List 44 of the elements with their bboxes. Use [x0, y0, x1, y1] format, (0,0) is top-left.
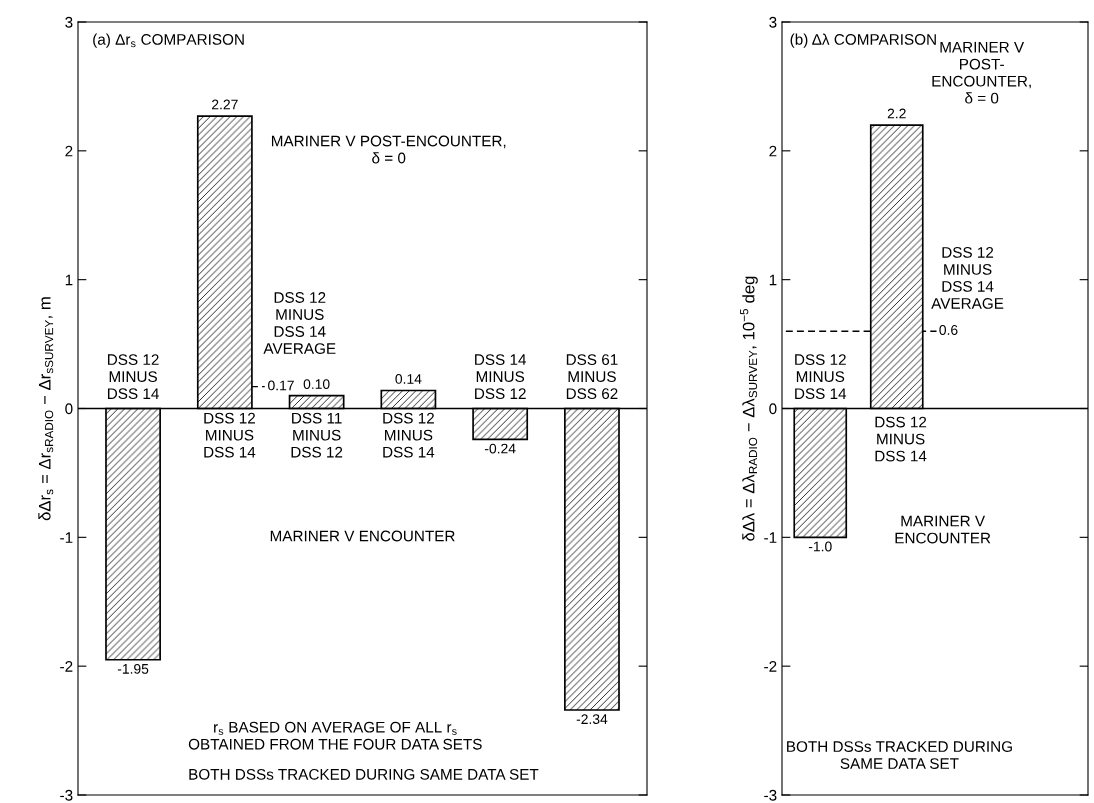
y-tick-label: -3 [60, 789, 73, 801]
data-label: -0.24 [484, 443, 516, 454]
annotation: DSS 12 MINUS DSS 14 [204, 412, 256, 458]
y-tick-label: 0 [65, 403, 73, 415]
y-tick-label: -1 [60, 532, 73, 543]
y-tick-label: 1 [769, 274, 777, 286]
data-label: 2.27 [212, 99, 238, 110]
text: (a) Δr$_{s}$ COMPARISON [93, 33, 244, 48]
data-label: -1.95 [117, 663, 149, 674]
data-label: 2.2 [887, 108, 906, 119]
annotation: DSS 12 MINUS DSS 14 AVERAGE [931, 247, 1004, 309]
y-tick-label: 2 [769, 145, 777, 157]
y-tick-label: 3 [769, 16, 777, 28]
annotation: DSS 14 MINUS DSS 12 [475, 354, 527, 400]
y-tick-label: -2 [764, 661, 777, 672]
annotation: DSS 12 MINUS DSS 14 [795, 354, 847, 400]
annotation: BOTH DSSs TRACKED DURING SAME DATA SET [189, 768, 539, 780]
data-label: -1.0 [808, 541, 832, 552]
ref-line-label: 0.17 [268, 380, 294, 391]
annotation: DSS 12 MINUS DSS 14 AVERAGE [263, 292, 336, 354]
annotation: DSS 12 MINUS DSS 14 [875, 416, 927, 462]
y-axis-title: δΔr$_{s}$ = Δr$_{sRADIO}$ − Δr$_{sSURVEY}$, m [38, 297, 54, 521]
annotation: r$_{s}$ BASED ON AVERAGE OF ALL r$_{s}$ OBTAINED FROM THE FOUR DATA SETS [188, 721, 482, 750]
text: (b) Δλ COMPARISON [790, 33, 936, 48]
data-label: -2.34 [576, 714, 608, 725]
ref-line-label: 0.6 [939, 325, 958, 335]
annotation: DSS 11 MINUS DSS 12 [291, 412, 343, 458]
annotation: MARINER V ENCOUNTER [270, 530, 455, 542]
y-tick-label: 2 [65, 145, 73, 157]
y-tick-label: 3 [65, 16, 73, 28]
annotation: DSS 61 MINUS DSS 62 [566, 354, 618, 400]
annotation: MARINER V POST-ENCOUNTER, δ = 0 [271, 135, 506, 164]
annotation: DSS 12 MINUS DSS 14 [107, 354, 159, 400]
annotation: DSS 12 MINUS DSS 14 [383, 412, 435, 458]
y-tick-label: -3 [764, 789, 777, 801]
data-label: 0.14 [395, 374, 422, 384]
y-tick-label: 0 [769, 403, 777, 415]
annotation: BOTH DSSs TRACKED DURING SAME DATA SET [787, 741, 1012, 769]
y-tick-label: -2 [60, 661, 73, 672]
y-tick-label: -1 [764, 532, 777, 543]
y-tick-label: 1 [65, 274, 73, 286]
data-label: 0.10 [303, 379, 330, 390]
annotation: MARINER V ENCOUNTER [895, 515, 991, 544]
y-axis-title: δΔλ = Δλ$_{RADIO}$ − Δλ$_{SURVEY}$, 10$^{−5}$ deg [740, 276, 758, 541]
